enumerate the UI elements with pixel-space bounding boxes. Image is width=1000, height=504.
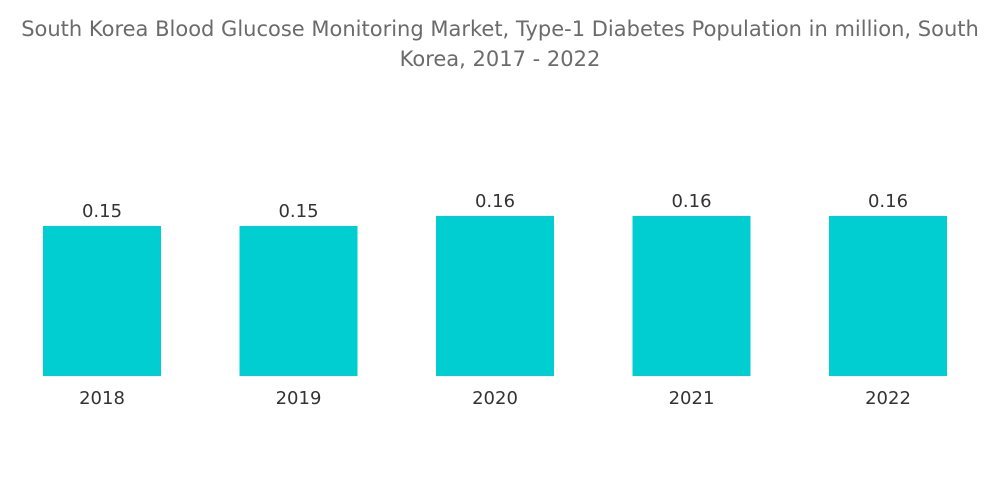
x-tick-label-2018: 2018 bbox=[79, 388, 125, 409]
bar-2019 bbox=[239, 226, 358, 376]
chart-title-line-2: Korea, 2017 - 2022 bbox=[399, 47, 601, 71]
x-tick-label-2022: 2022 bbox=[865, 388, 911, 409]
bar-2018 bbox=[43, 226, 161, 376]
data-label-2022: 0.16 bbox=[868, 191, 908, 212]
data-label-2018: 0.15 bbox=[82, 201, 122, 222]
chart-title-line-1: South Korea Blood Glucose Monitoring Mar… bbox=[21, 17, 979, 41]
x-tick-label-2019: 2019 bbox=[276, 388, 322, 409]
data-label-2020: 0.16 bbox=[475, 191, 515, 212]
bar-2020 bbox=[436, 216, 554, 376]
x-tick-label-2020: 2020 bbox=[472, 388, 518, 409]
data-label-2019: 0.15 bbox=[278, 201, 318, 222]
x-tick-label-2021: 2021 bbox=[669, 388, 715, 409]
chart-title: South Korea Blood Glucose Monitoring Mar… bbox=[0, 14, 1000, 74]
bar-2022 bbox=[829, 216, 947, 376]
bar-2021 bbox=[632, 216, 751, 376]
data-label-2021: 0.16 bbox=[671, 191, 711, 212]
